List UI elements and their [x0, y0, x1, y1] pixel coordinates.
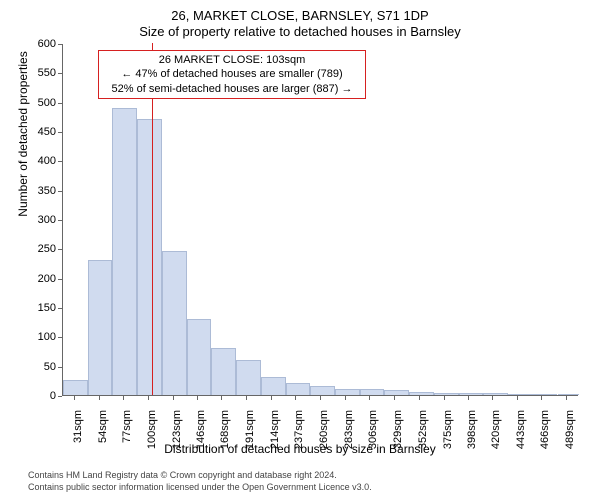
x-tick-mark	[320, 396, 321, 400]
annotation-box: 26 MARKET CLOSE: 103sqm ← 47% of detache…	[98, 50, 366, 99]
x-tick-label: 77sqm	[121, 410, 133, 443]
x-tick-label: 489sqm	[564, 410, 576, 449]
histogram-bar	[558, 394, 580, 395]
x-tick-label: 443sqm	[515, 410, 527, 449]
x-tick-mark	[444, 396, 445, 400]
y-tick-label: 100	[28, 331, 56, 343]
y-tick-label: 500	[28, 97, 56, 109]
y-tick-label: 350	[28, 185, 56, 197]
histogram-bar	[310, 386, 335, 395]
y-tick-mark	[58, 73, 62, 74]
chart-title-sub: Size of property relative to detached ho…	[0, 24, 600, 39]
y-tick-label: 150	[28, 302, 56, 314]
x-tick-mark	[541, 396, 542, 400]
annotation-line-1: 26 MARKET CLOSE: 103sqm	[105, 53, 359, 67]
histogram-bar	[88, 260, 113, 395]
y-tick-mark	[58, 249, 62, 250]
chart-title-main: 26, MARKET CLOSE, BARNSLEY, S71 1DP	[0, 8, 600, 23]
annotation-line-3: 52% of semi-detached houses are larger (…	[105, 82, 359, 96]
y-tick-mark	[58, 103, 62, 104]
x-tick-label: 191sqm	[244, 410, 256, 449]
x-tick-mark	[295, 396, 296, 400]
x-tick-mark	[123, 396, 124, 400]
x-tick-label: 100sqm	[146, 410, 158, 449]
x-tick-label: 31sqm	[72, 410, 84, 443]
histogram-bar	[63, 380, 88, 395]
histogram-bar	[533, 394, 558, 395]
y-tick-label: 600	[28, 38, 56, 50]
histogram-bar	[483, 393, 508, 395]
histogram-bar	[384, 390, 409, 395]
x-tick-mark	[99, 396, 100, 400]
y-tick-label: 200	[28, 273, 56, 285]
attribution-text: Contains HM Land Registry data © Crown c…	[28, 470, 372, 493]
x-tick-label: 352sqm	[417, 410, 429, 449]
histogram-bar	[211, 348, 236, 395]
x-tick-mark	[517, 396, 518, 400]
histogram-bar	[409, 392, 434, 395]
annotation-line-2: ← 47% of detached houses are smaller (78…	[105, 67, 359, 81]
histogram-bar	[162, 251, 187, 395]
y-tick-label: 400	[28, 155, 56, 167]
x-tick-label: 123sqm	[171, 410, 183, 449]
x-tick-label: 306sqm	[367, 410, 379, 449]
x-tick-mark	[173, 396, 174, 400]
x-tick-label: 398sqm	[466, 410, 478, 449]
x-tick-mark	[566, 396, 567, 400]
histogram-bar	[187, 319, 212, 395]
histogram-bar	[137, 119, 162, 395]
y-tick-label: 50	[28, 361, 56, 373]
x-tick-mark	[345, 396, 346, 400]
x-tick-label: 214sqm	[269, 410, 281, 449]
y-tick-mark	[58, 161, 62, 162]
x-tick-label: 283sqm	[343, 410, 355, 449]
x-tick-label: 375sqm	[442, 410, 454, 449]
attribution-line-2: Contains public sector information licen…	[28, 482, 372, 494]
histogram-bar	[112, 108, 137, 395]
histogram-bar	[286, 383, 311, 395]
y-tick-label: 550	[28, 67, 56, 79]
x-tick-mark	[394, 396, 395, 400]
y-tick-mark	[58, 44, 62, 45]
y-tick-mark	[58, 308, 62, 309]
x-tick-label: 260sqm	[318, 410, 330, 449]
y-tick-mark	[58, 279, 62, 280]
x-tick-mark	[369, 396, 370, 400]
histogram-bar	[236, 360, 261, 395]
y-tick-label: 0	[28, 390, 56, 402]
y-tick-mark	[58, 396, 62, 397]
attribution-line-1: Contains HM Land Registry data © Crown c…	[28, 470, 372, 482]
y-tick-label: 250	[28, 243, 56, 255]
x-tick-label: 420sqm	[490, 410, 502, 449]
x-tick-mark	[468, 396, 469, 400]
x-tick-label: 329sqm	[392, 410, 404, 449]
histogram-bar	[434, 393, 459, 395]
y-tick-label: 450	[28, 126, 56, 138]
y-tick-mark	[58, 337, 62, 338]
y-tick-mark	[58, 132, 62, 133]
y-tick-mark	[58, 220, 62, 221]
histogram-bar	[459, 393, 484, 395]
x-tick-label: 146sqm	[195, 410, 207, 449]
x-tick-mark	[221, 396, 222, 400]
x-tick-mark	[246, 396, 247, 400]
x-tick-mark	[74, 396, 75, 400]
x-tick-mark	[197, 396, 198, 400]
y-tick-mark	[58, 191, 62, 192]
x-tick-mark	[271, 396, 272, 400]
x-tick-mark	[492, 396, 493, 400]
histogram-bar	[261, 377, 286, 395]
x-tick-mark	[419, 396, 420, 400]
histogram-bar	[335, 389, 360, 395]
x-tick-label: 54sqm	[97, 410, 109, 443]
x-tick-mark	[148, 396, 149, 400]
x-tick-label: 466sqm	[539, 410, 551, 449]
y-tick-label: 300	[28, 214, 56, 226]
x-tick-label: 237sqm	[293, 410, 305, 449]
y-tick-mark	[58, 367, 62, 368]
histogram-bar	[360, 389, 385, 395]
x-tick-label: 168sqm	[219, 410, 231, 449]
histogram-bar	[508, 394, 533, 395]
